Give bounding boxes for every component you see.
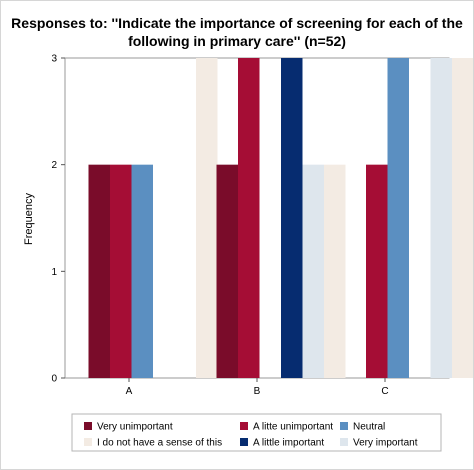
plot-area: 0 1 2 3 A B C xyxy=(51,54,473,397)
legend-label: Neutral xyxy=(353,422,385,433)
bar xyxy=(216,164,238,378)
legend-label: I do not have a sense of this xyxy=(97,438,222,449)
y-tick-label: 2 xyxy=(51,160,57,171)
bar xyxy=(387,58,409,378)
bar xyxy=(366,164,388,378)
bar xyxy=(452,58,473,378)
bar xyxy=(110,164,132,378)
legend-label: Very important xyxy=(353,438,418,449)
bar xyxy=(196,58,218,378)
bar xyxy=(281,58,303,378)
legend-swatch xyxy=(84,438,92,446)
x-tick-label: B xyxy=(254,386,261,397)
x-tick-label: A xyxy=(126,386,133,397)
y-tick-label: 0 xyxy=(51,374,57,385)
bar xyxy=(324,164,346,378)
legend-label: A little important xyxy=(253,438,324,449)
bar xyxy=(430,58,452,378)
bar xyxy=(88,164,110,378)
x-tick-label: C xyxy=(381,386,388,397)
legend-label: A litte unimportant xyxy=(253,422,333,433)
legend-box xyxy=(71,413,442,452)
y-tick-label: 3 xyxy=(51,54,57,65)
legend-swatch xyxy=(340,422,348,430)
legend-label: Very unimportant xyxy=(97,422,173,433)
legend-swatch xyxy=(84,422,92,430)
chart-title: Responses to: ''Indicate the importance … xyxy=(11,15,463,31)
bar xyxy=(238,58,260,378)
legend: Very unimportant A litte unimportant Neutr… xyxy=(71,413,442,452)
y-tick-label: 1 xyxy=(51,267,57,278)
legend-swatch xyxy=(240,422,248,430)
bar xyxy=(131,164,153,378)
legend-swatch xyxy=(340,438,348,446)
y-axis-label: Frequency xyxy=(23,193,35,245)
chart-subtitle: following in primary care'' (n=52) xyxy=(128,33,346,49)
bar xyxy=(302,164,324,378)
legend-swatch xyxy=(240,438,248,446)
